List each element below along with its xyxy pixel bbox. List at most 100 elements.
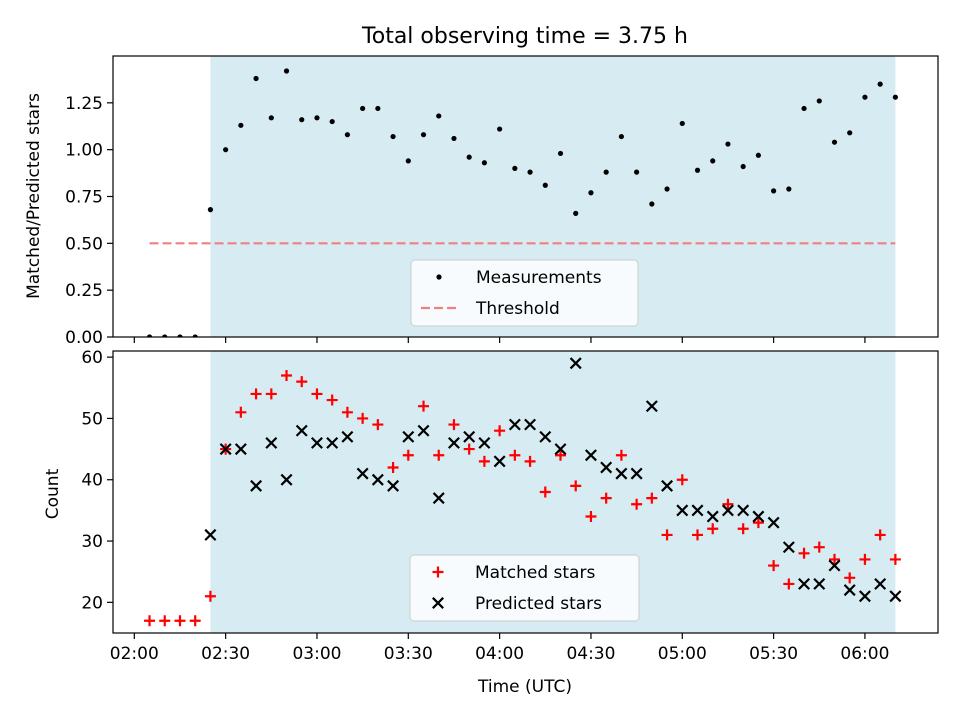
data-point bbox=[707, 523, 719, 535]
data-point bbox=[862, 94, 868, 100]
data-point bbox=[737, 504, 750, 517]
data-point bbox=[481, 160, 488, 166]
data-point bbox=[569, 357, 582, 370]
data-point bbox=[360, 105, 366, 112]
data-point bbox=[357, 412, 369, 424]
data-point bbox=[223, 147, 229, 153]
data-point bbox=[679, 120, 685, 127]
series-matched-stars bbox=[144, 370, 901, 627]
data-point bbox=[310, 436, 323, 449]
data-point bbox=[527, 169, 533, 175]
data-point bbox=[494, 425, 506, 437]
data-point bbox=[844, 572, 856, 584]
data-point bbox=[234, 443, 247, 456]
data-point bbox=[737, 523, 749, 535]
y-tick-label: 0.25 bbox=[65, 281, 103, 301]
data-point bbox=[692, 529, 704, 541]
y-tick-label: 0.00 bbox=[65, 328, 103, 348]
data-point bbox=[584, 449, 597, 462]
series-measurements bbox=[146, 68, 898, 337]
data-point bbox=[740, 163, 746, 170]
y-tick-label: 60 bbox=[81, 348, 103, 368]
y-tick-label: 50 bbox=[81, 409, 103, 429]
data-point bbox=[676, 504, 689, 517]
data-point bbox=[691, 504, 704, 517]
bottom-panel: 20 30 40 50 60 02:00 02:30 03:00 03:30 04:00 04:30… bbox=[81, 348, 939, 664]
chart-title: Total observing time = 3.75 h bbox=[361, 24, 688, 49]
data-point bbox=[478, 436, 491, 449]
data-point bbox=[618, 133, 624, 140]
data-point bbox=[466, 154, 472, 160]
x-tick-label: 05:00 bbox=[658, 644, 707, 664]
data-point bbox=[542, 182, 548, 188]
data-point bbox=[771, 188, 777, 194]
data-point bbox=[356, 467, 369, 480]
data-point bbox=[843, 584, 856, 597]
data-point bbox=[204, 590, 216, 602]
data-point bbox=[447, 436, 460, 449]
data-point bbox=[588, 190, 594, 196]
data-point bbox=[390, 133, 396, 140]
data-point bbox=[615, 467, 628, 480]
data-point bbox=[238, 122, 244, 128]
data-point bbox=[448, 419, 460, 431]
data-point bbox=[603, 169, 609, 175]
data-point bbox=[555, 449, 567, 461]
data-point bbox=[661, 529, 673, 541]
y-tick-label: 30 bbox=[81, 532, 103, 552]
x-tick-label: 04:30 bbox=[566, 644, 615, 664]
y-tick-label: 0.75 bbox=[65, 188, 103, 208]
x-tick-label: 04:00 bbox=[475, 644, 524, 664]
data-point bbox=[874, 529, 886, 541]
data-point bbox=[283, 68, 290, 74]
data-point bbox=[858, 590, 871, 603]
legend-label: Measurements bbox=[476, 268, 602, 288]
data-point bbox=[268, 115, 274, 121]
data-point bbox=[265, 436, 278, 449]
legend-label: Threshold bbox=[475, 299, 560, 319]
data-point bbox=[630, 467, 643, 480]
data-point bbox=[478, 455, 490, 467]
y-tick-label: 1.25 bbox=[65, 94, 103, 114]
data-point bbox=[828, 559, 841, 572]
data-point bbox=[557, 150, 564, 157]
data-point bbox=[859, 553, 871, 565]
data-point bbox=[433, 449, 445, 461]
data-point bbox=[539, 486, 551, 498]
axes-frame bbox=[112, 350, 939, 634]
data-point bbox=[451, 135, 457, 142]
data-point bbox=[253, 75, 259, 82]
data-point bbox=[402, 430, 415, 443]
data-point bbox=[615, 449, 627, 461]
x-tick-label: 03:00 bbox=[292, 644, 341, 664]
data-point bbox=[706, 510, 719, 523]
data-point bbox=[752, 517, 764, 529]
data-point bbox=[280, 473, 293, 486]
data-point bbox=[831, 139, 838, 145]
data-point bbox=[314, 115, 320, 121]
data-point bbox=[265, 388, 277, 400]
data-point bbox=[512, 165, 518, 171]
data-point bbox=[204, 528, 217, 541]
y-tick-label: 0.50 bbox=[65, 234, 103, 254]
legend: Matched stars Predicted stars bbox=[409, 554, 640, 622]
data-point bbox=[432, 492, 445, 505]
data-point bbox=[600, 461, 613, 474]
data-point bbox=[508, 418, 521, 431]
legend-marker bbox=[436, 274, 442, 280]
data-point bbox=[813, 577, 826, 590]
data-point bbox=[847, 130, 853, 136]
data-point bbox=[311, 388, 323, 400]
data-point bbox=[676, 474, 688, 486]
data-point bbox=[524, 418, 537, 431]
data-point bbox=[573, 210, 579, 216]
data-point bbox=[402, 449, 414, 461]
plot-area bbox=[144, 351, 902, 633]
data-point bbox=[600, 492, 612, 504]
data-point bbox=[524, 455, 536, 467]
data-point bbox=[295, 424, 308, 437]
legend-label: Predicted stars bbox=[475, 594, 602, 614]
x-axis-label: Time (UTC) bbox=[477, 677, 572, 697]
